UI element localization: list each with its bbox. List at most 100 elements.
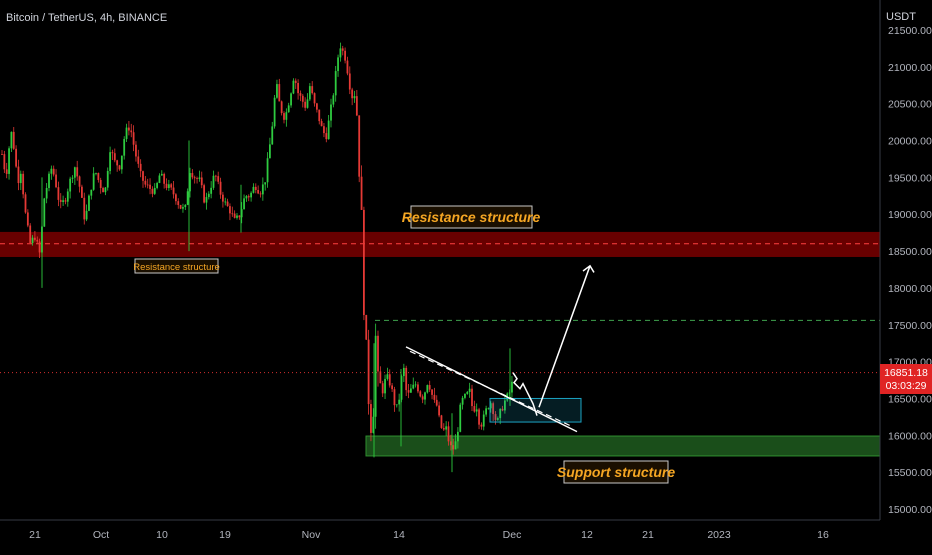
y-tick-label: 19500.00	[888, 172, 932, 184]
candle	[71, 175, 74, 183]
candle	[346, 56, 349, 76]
candle	[43, 197, 46, 227]
candle	[139, 159, 142, 178]
candle	[452, 438, 455, 455]
candle	[26, 209, 29, 228]
candle	[386, 367, 389, 381]
candle	[492, 401, 495, 421]
candle	[384, 374, 386, 399]
candle	[12, 126, 15, 150]
candle	[245, 194, 248, 202]
x-tick-label: 12	[581, 529, 593, 541]
candle	[299, 90, 302, 102]
candle	[306, 93, 309, 109]
candle	[160, 170, 163, 176]
candle	[327, 114, 330, 140]
candle	[113, 148, 116, 163]
candle	[1, 149, 3, 155]
candle	[264, 182, 267, 191]
candle	[186, 188, 189, 206]
candle	[473, 400, 476, 413]
candle	[224, 197, 227, 206]
candle	[250, 191, 252, 202]
candle	[480, 422, 483, 430]
candle	[341, 45, 344, 56]
candle	[207, 191, 210, 200]
candle	[247, 194, 250, 202]
candle	[417, 381, 419, 394]
x-tick-label: 21	[29, 529, 41, 541]
candle	[144, 176, 147, 188]
candle	[198, 170, 201, 182]
candle	[102, 186, 104, 193]
candle	[433, 387, 436, 403]
candle	[487, 407, 490, 410]
candle	[471, 384, 473, 411]
candle	[177, 198, 180, 209]
candle	[73, 166, 76, 185]
candle	[447, 421, 450, 446]
candle	[459, 402, 462, 433]
candle	[426, 384, 429, 394]
overlays-layer	[405, 264, 595, 433]
candle	[170, 182, 173, 191]
candle	[316, 102, 318, 113]
candle	[19, 170, 22, 191]
candle	[81, 184, 83, 199]
candle	[203, 183, 205, 204]
candle	[153, 183, 156, 195]
candle	[151, 186, 154, 198]
candle	[311, 81, 314, 95]
candle	[269, 137, 271, 159]
candle	[482, 410, 485, 431]
candle	[313, 92, 316, 107]
candle	[290, 92, 292, 108]
candle	[92, 167, 95, 191]
candle	[365, 314, 368, 341]
candle	[116, 159, 119, 172]
price-badge-value: 16851.18	[884, 367, 928, 379]
candle	[132, 125, 135, 152]
price-badge-countdown: 03:03:29	[886, 380, 927, 392]
candle	[146, 178, 149, 189]
candle	[214, 174, 217, 182]
candle	[344, 47, 346, 64]
y-tick-label: 17500.00	[888, 320, 932, 332]
candle	[172, 181, 175, 199]
candle	[442, 423, 445, 431]
candle	[400, 374, 403, 403]
projection-arrow-head	[582, 264, 595, 273]
y-tick-label: 21500.00	[888, 25, 932, 37]
candle	[294, 78, 297, 89]
y-tick-label: 18000.00	[888, 283, 932, 295]
candle	[360, 165, 363, 211]
candle	[137, 149, 140, 168]
candle	[257, 185, 260, 195]
candle	[283, 111, 285, 124]
candle	[205, 192, 208, 210]
candle	[233, 210, 236, 219]
candle	[421, 394, 424, 404]
candle	[130, 123, 133, 138]
candle	[419, 390, 422, 398]
candles-layer	[1, 42, 513, 473]
candle	[217, 171, 220, 185]
candle	[106, 167, 109, 191]
y-tick-label: 21000.00	[888, 62, 932, 74]
candle	[163, 172, 166, 189]
candle	[454, 434, 457, 450]
candle	[123, 136, 126, 160]
symbol-title: Bitcoin / TetherUS, 4h, BINANCE	[6, 12, 167, 24]
candle	[511, 375, 513, 398]
candle	[440, 414, 443, 429]
x-tick-label: 2023	[707, 529, 731, 541]
candle	[461, 395, 464, 410]
candle	[304, 97, 307, 111]
candle	[200, 171, 203, 189]
candle	[90, 189, 93, 200]
x-tick-label: 21	[642, 529, 654, 541]
candle	[191, 169, 194, 180]
